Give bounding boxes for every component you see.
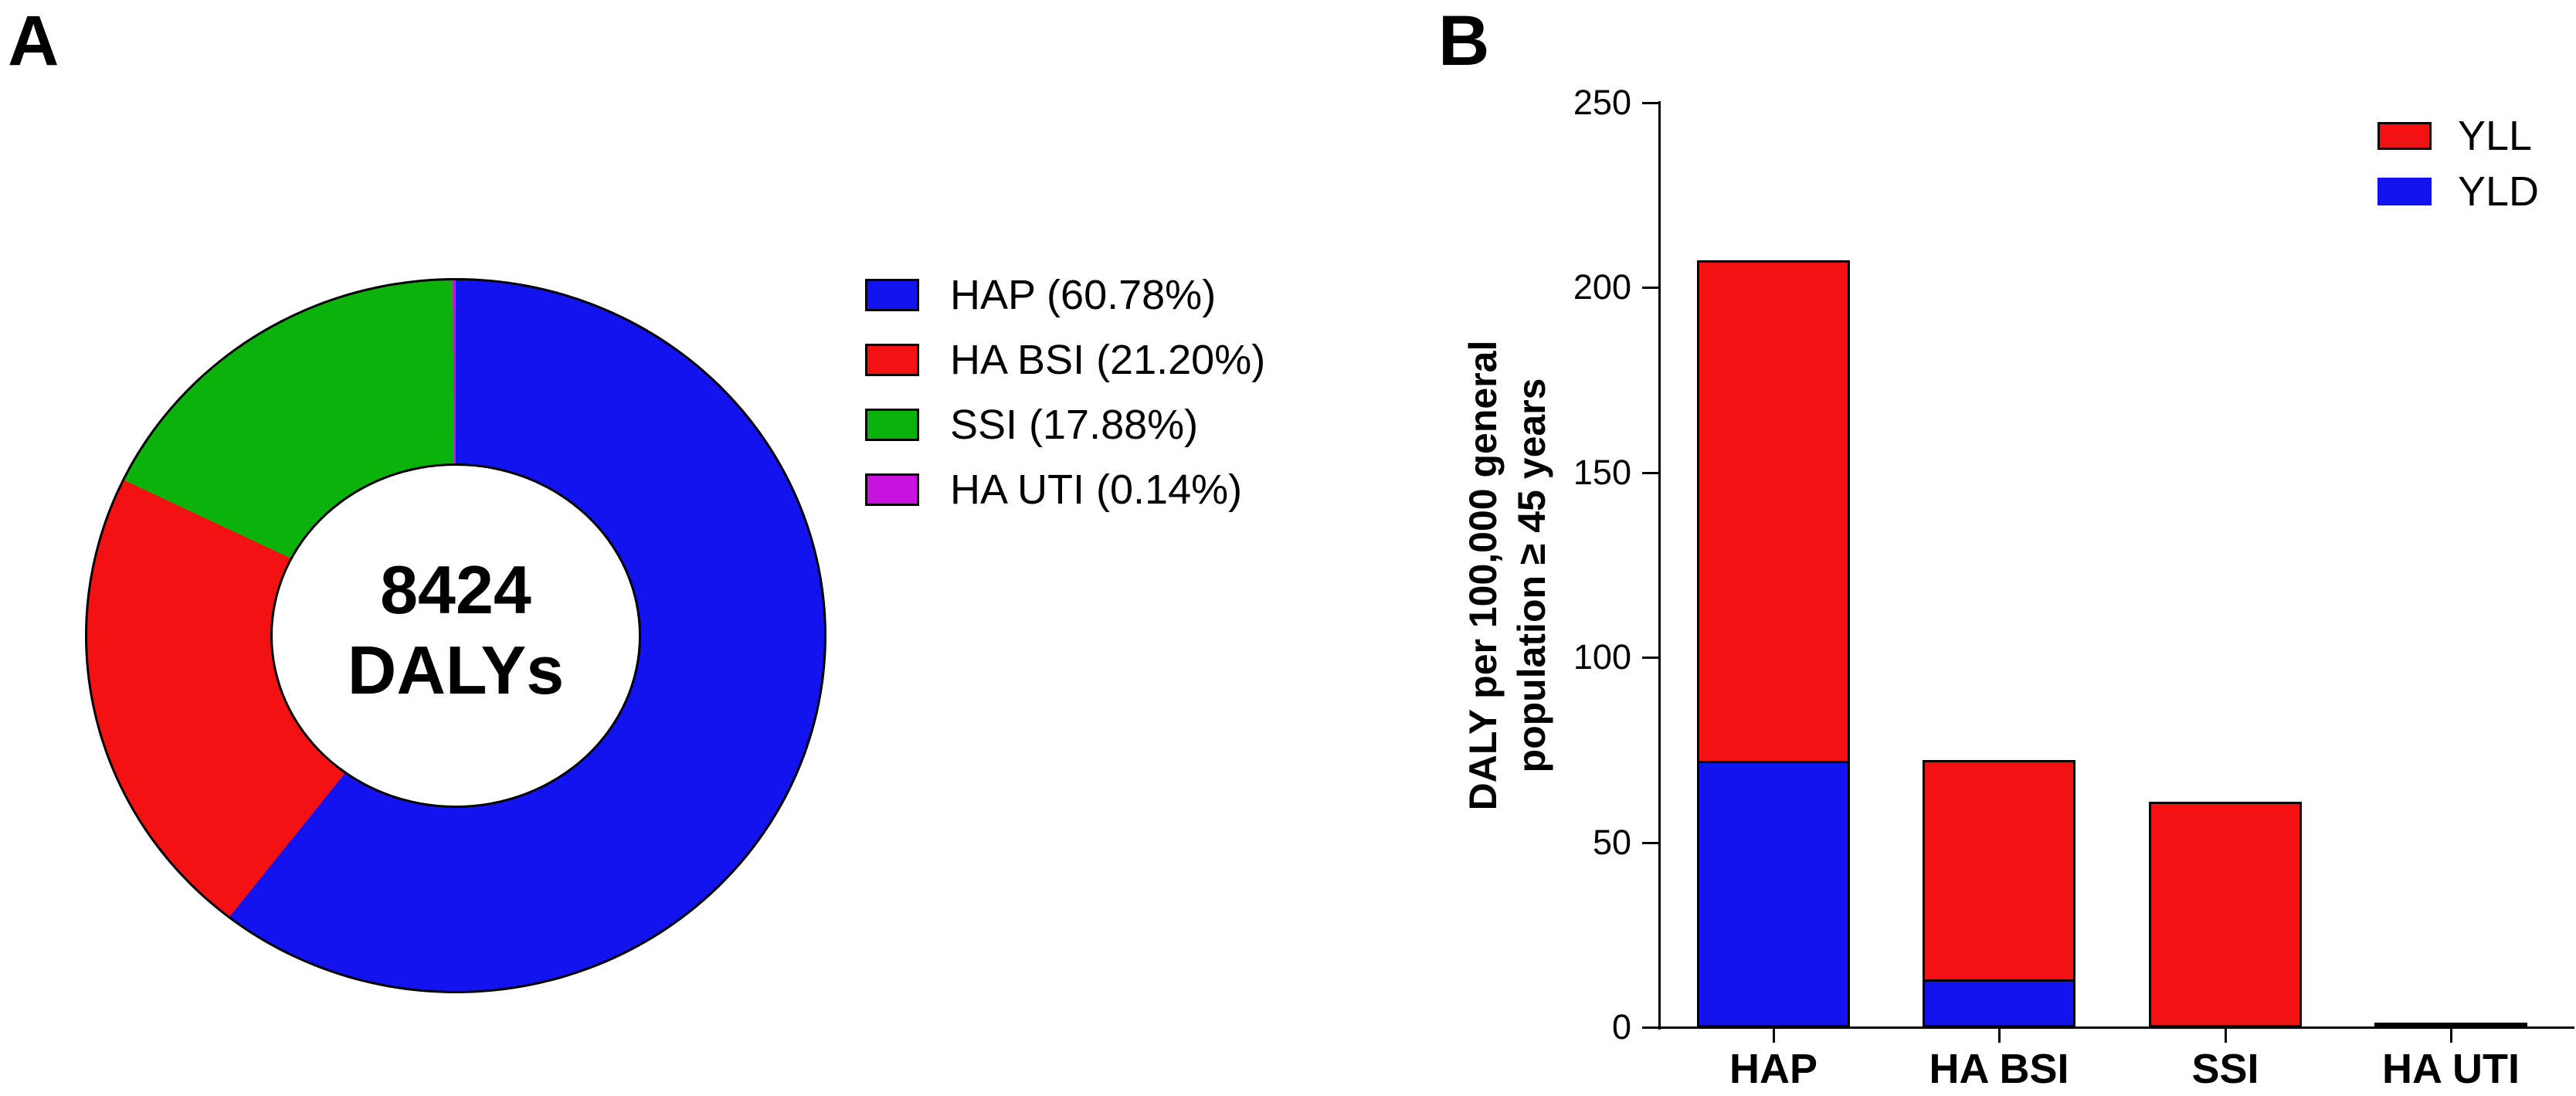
y-tick-label: 150 xyxy=(1573,453,1631,492)
y-tick-mark xyxy=(1642,102,1658,104)
pie-legend-row: HA BSI (21.20%) xyxy=(865,327,1265,392)
pie-legend-swatch-hap xyxy=(865,279,919,311)
bar-legend-label: YLL xyxy=(2458,113,2533,159)
x-category-label: SSI xyxy=(2191,1046,2259,1092)
bar-segment-yll-ha-bsi xyxy=(1923,760,2075,982)
bar-legend-swatch-yld xyxy=(2377,178,2432,205)
y-tick-mark xyxy=(1642,472,1658,474)
y-tick-mark xyxy=(1642,842,1658,844)
bar-segment-yld-ha-uti xyxy=(2374,1023,2527,1027)
pie-legend-row: HA UTI (0.14%) xyxy=(865,457,1265,522)
x-tick-mark xyxy=(1998,1029,2001,1043)
panel-b-label: B xyxy=(1438,2,1490,80)
pie-legend-label: HAP (60.78%) xyxy=(950,272,1217,318)
x-tick-mark xyxy=(1773,1029,1775,1043)
donut-center-unit: DALYs xyxy=(347,632,565,708)
bar-segment-yld-hap xyxy=(1697,761,1850,1027)
y-axis-title-line2: population ≥ 45 years xyxy=(1510,378,1553,773)
x-category-label: HA UTI xyxy=(2382,1046,2520,1092)
x-axis-line xyxy=(1658,1026,2574,1029)
pie-legend-label: HA UTI (0.14%) xyxy=(950,467,1243,513)
y-tick-mark xyxy=(1642,287,1658,289)
x-tick-mark xyxy=(2225,1029,2227,1043)
y-tick-label: 0 xyxy=(1611,1007,1631,1047)
donut-center-value: 8424 xyxy=(380,551,531,628)
donut-hole xyxy=(270,463,641,808)
y-axis-line xyxy=(1658,101,1661,1030)
pie-legend-row: HAP (60.78%) xyxy=(865,263,1265,327)
x-tick-mark xyxy=(2450,1029,2452,1043)
x-category-label: HAP xyxy=(1729,1046,1817,1092)
pie-legend-label: SSI (17.88%) xyxy=(950,402,1199,448)
bar-legend-row: YLD xyxy=(2377,164,2539,219)
pie-legend-swatch-ha-uti xyxy=(865,473,919,506)
bar-legend-label: YLD xyxy=(2458,168,2540,215)
y-tick-label: 200 xyxy=(1573,267,1631,307)
donut-center-text: 8424 DALYs xyxy=(224,550,687,711)
bar-segment-yll-ssi xyxy=(2149,802,2302,1027)
pie-legend-label: HA BSI (21.20%) xyxy=(950,337,1266,383)
panel-a-label: A xyxy=(8,2,59,80)
bar-segment-yld-ha-bsi xyxy=(1923,979,2075,1027)
pie-legend: HAP (60.78%) HA BSI (21.20%) SSI (17.88%) H… xyxy=(865,263,1265,522)
y-tick-label: 250 xyxy=(1573,83,1631,122)
bar-legend: YLL YLD xyxy=(2377,108,2539,219)
pie-legend-row: SSI (17.88%) xyxy=(865,392,1265,457)
bar-legend-swatch-yll xyxy=(2377,122,2432,150)
y-tick-label: 100 xyxy=(1573,637,1631,677)
y-axis-title: DALY per 100,000 general population ≥ 45… xyxy=(1459,73,1556,1077)
bar-segment-yll-hap xyxy=(1697,260,1850,763)
y-tick-label: 50 xyxy=(1592,823,1631,862)
pie-legend-swatch-ha-bsi xyxy=(865,344,919,376)
x-category-label: HA BSI xyxy=(1929,1046,2069,1092)
pie-legend-swatch-ssi xyxy=(865,409,919,441)
bar-legend-row: YLL xyxy=(2377,108,2539,164)
y-tick-mark xyxy=(1642,1026,1658,1029)
y-axis-title-line1: DALY per 100,000 general xyxy=(1461,340,1505,811)
y-tick-mark xyxy=(1642,657,1658,659)
